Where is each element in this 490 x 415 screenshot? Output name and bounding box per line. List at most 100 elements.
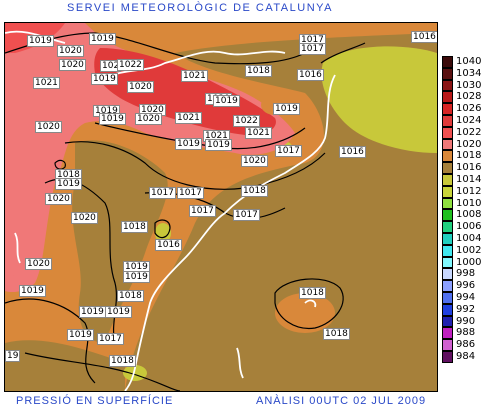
- legend-value: 984: [456, 350, 476, 362]
- legend-swatch: [442, 232, 453, 245]
- legend-value: 1020: [456, 138, 482, 150]
- legend-entry: 1030: [440, 79, 490, 92]
- zone-1014-small-1: [155, 223, 171, 243]
- legend-swatch: [442, 103, 453, 115]
- legend-swatch: [442, 280, 453, 292]
- isobar-label: 1019: [205, 139, 232, 151]
- isobar-label: 1021: [245, 127, 272, 139]
- isobar-label: 1019: [55, 178, 82, 190]
- page-title: SERVEI METEOROLÒGIC DE CATALUNYA: [66, 2, 333, 14]
- isobar-label: 1020: [45, 193, 72, 205]
- legend-swatch: [442, 221, 453, 233]
- legend-entry: 1002: [440, 244, 490, 257]
- legend-swatch: [442, 350, 453, 363]
- legend-value: 1040: [456, 56, 482, 67]
- isobar-label: 1019: [213, 95, 240, 107]
- legend-swatch: [442, 126, 453, 139]
- legend-value: 992: [456, 303, 476, 315]
- legend-entry: 1010: [440, 197, 490, 210]
- legend-entry: 1008: [440, 209, 490, 222]
- legend-swatch: [442, 162, 453, 174]
- legend-swatch: [442, 209, 453, 222]
- legend-value: 1034: [456, 67, 482, 79]
- legend-entry: 994: [440, 291, 490, 304]
- pressure-legend: 1040 1034 1030 1028 1026 1024 1022 1020 1018 1016…: [440, 56, 490, 363]
- legend-swatch: [442, 67, 453, 80]
- isobar-label: 1020: [135, 113, 162, 125]
- legend-entry: 1000: [440, 256, 490, 269]
- isobar-label: 1018: [121, 221, 148, 233]
- legend-entry: 996: [440, 280, 490, 292]
- legend-value: 1002: [456, 244, 482, 256]
- legend-swatch: [442, 315, 453, 328]
- isobar-label: 1017: [177, 187, 204, 199]
- coastline: [124, 74, 336, 391]
- legend-value: 1010: [456, 197, 482, 209]
- legend-swatch: [442, 268, 453, 281]
- legend-value: 1022: [456, 126, 482, 138]
- isobar-label: 1018: [323, 328, 350, 340]
- isobar-label: 1020: [241, 155, 268, 167]
- legend-entry: 1006: [440, 221, 490, 233]
- legend-swatch: [442, 197, 453, 210]
- legend-value: 996: [456, 280, 476, 292]
- isobar-label: 1021: [175, 112, 202, 124]
- legend-value: 1014: [456, 173, 482, 185]
- footer-variable: PRESSIÓ EN SUPERFÍCIE: [16, 395, 174, 407]
- isobar-label: 1019: [123, 271, 150, 283]
- pressure-contours: [5, 23, 437, 391]
- legend-swatch: [442, 91, 453, 104]
- footer-analysis-time: ANÀLISI 00UTC 02 JUL 2009: [256, 395, 427, 407]
- legend-value: 1028: [456, 91, 482, 103]
- isobar-label: 1020: [71, 212, 98, 224]
- legend-entry: 1022: [440, 126, 490, 139]
- legend-entry: 1016: [440, 162, 490, 174]
- legend-swatch: [442, 291, 453, 304]
- legend-value: 1018: [456, 150, 482, 162]
- legend-value: 988: [456, 327, 476, 339]
- isobar-label: 1019: [67, 329, 94, 341]
- isobar-label: 1019: [273, 103, 300, 115]
- legend-entry: 984: [440, 350, 490, 363]
- isobar-label: 1016: [411, 31, 437, 43]
- zone-1016-south: [5, 340, 125, 391]
- legend-swatch: [442, 138, 453, 151]
- legend-value: 1012: [456, 185, 482, 197]
- isobar-label: 1018: [299, 287, 326, 299]
- legend-value: 998: [456, 268, 476, 280]
- isobar-label: 1021: [33, 77, 60, 89]
- legend-entry: 1014: [440, 173, 490, 186]
- isobar-label: 1019: [19, 285, 46, 297]
- legend-value: 1030: [456, 79, 482, 91]
- legend-swatch: [442, 56, 453, 68]
- legend-swatch: [442, 327, 453, 340]
- legend-value: 1006: [456, 221, 482, 233]
- isobar-label: 1019: [79, 306, 106, 318]
- legend-entry: 1034: [440, 67, 490, 80]
- legend-swatch: [442, 114, 453, 127]
- legend-swatch: [442, 150, 453, 163]
- legend-swatch: [442, 185, 453, 198]
- isobar-label: 1020: [127, 81, 154, 93]
- isobar-label: 1018: [117, 290, 144, 302]
- isobar-label: 1019: [175, 138, 202, 150]
- legend-swatch: [442, 173, 453, 186]
- isobar-label: 1019: [105, 306, 132, 318]
- legend-entry: 1024: [440, 114, 490, 127]
- legend-swatch: [442, 303, 453, 316]
- zone-1014-east: [321, 46, 437, 153]
- isobar-label: 1017: [149, 187, 176, 199]
- legend-entry: 1028: [440, 91, 490, 104]
- legend-value: 1000: [456, 256, 482, 268]
- legend-entry: 1020: [440, 138, 490, 151]
- legend-entry: 1026: [440, 103, 490, 115]
- legend-value: 1008: [456, 209, 482, 221]
- legend-entry: 1040: [440, 56, 490, 68]
- legend-value: 990: [456, 315, 476, 327]
- isobar-label: 1022: [117, 59, 144, 71]
- legend-value: 994: [456, 291, 476, 303]
- isobar-label: 1017: [275, 145, 302, 157]
- legend-entry: 990: [440, 315, 490, 328]
- isobar-label: 1019: [99, 113, 126, 125]
- legend-entry: 992: [440, 303, 490, 316]
